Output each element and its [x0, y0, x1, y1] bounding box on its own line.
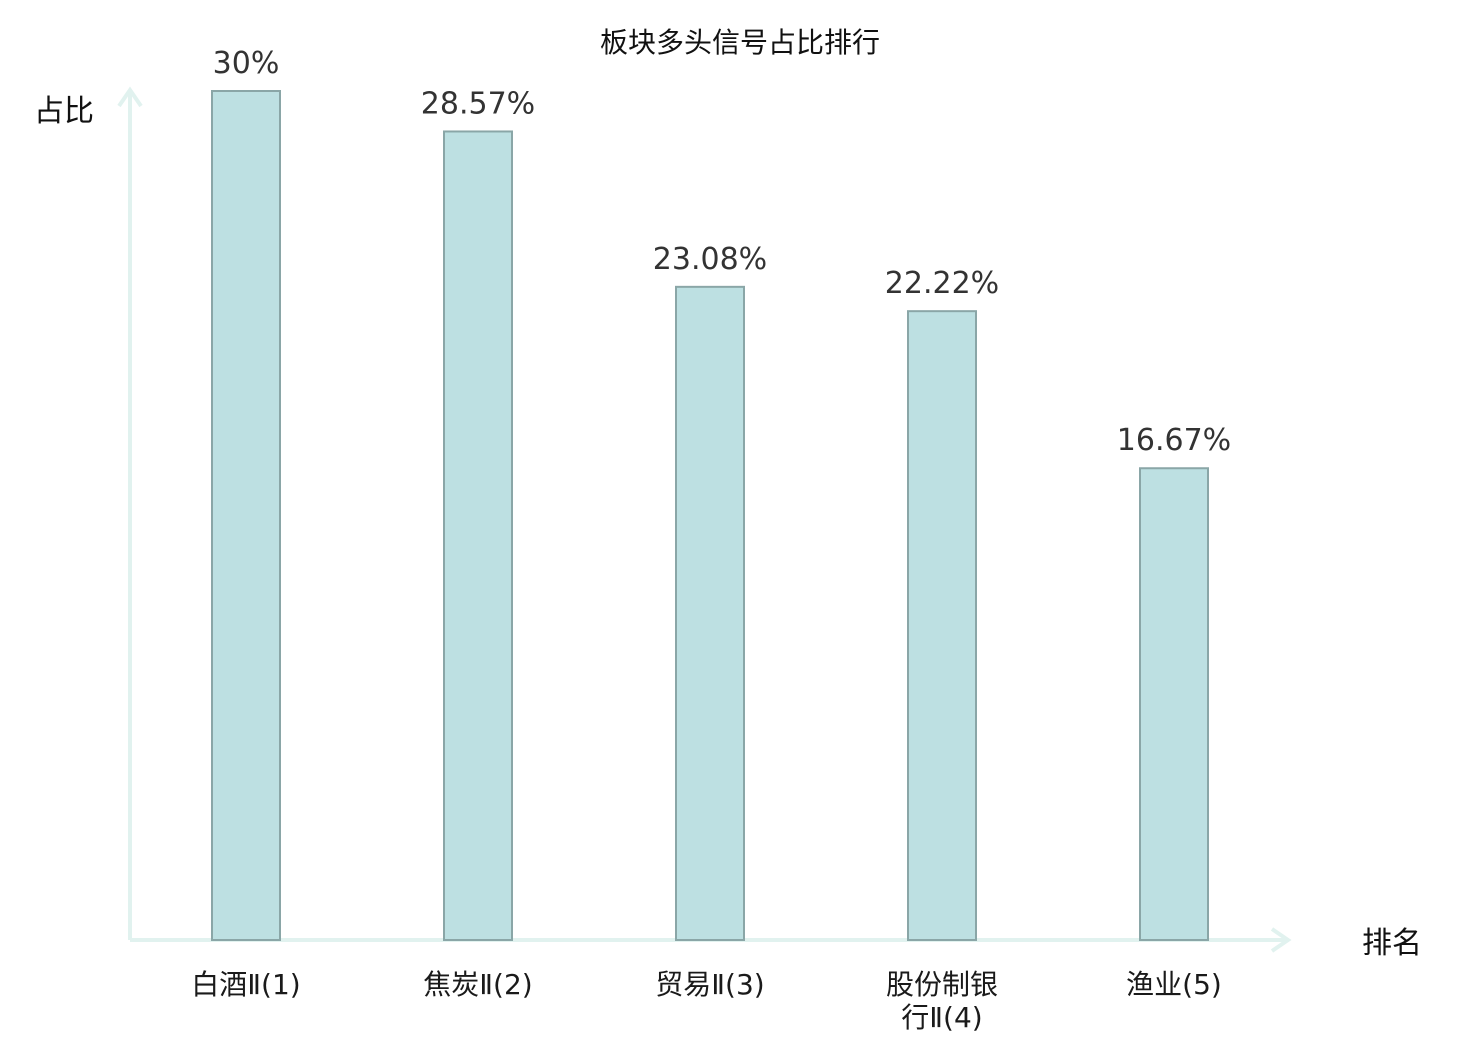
- bar: [675, 285, 745, 941]
- x-tick-label: 焦炭Ⅱ(2): [423, 968, 532, 1001]
- x-tick-label: 白酒Ⅱ(1): [191, 968, 300, 1001]
- x-tick-label: 贸易Ⅱ(3): [655, 968, 764, 1001]
- bars: [211, 90, 1209, 941]
- x-tick-label: 行Ⅱ(4): [901, 1001, 982, 1034]
- bar: [1139, 467, 1209, 941]
- chart-title: 板块多头信号占比排行: [600, 26, 880, 59]
- data-label: 16.67%: [1117, 423, 1231, 458]
- data-label: 28.57%: [421, 86, 535, 121]
- data-label: 30%: [213, 46, 280, 81]
- x-tick-label: 渔业(5): [1126, 968, 1222, 1001]
- value-labels: 30% 28.57% 23.08% 22.22% 16.67%: [213, 46, 1232, 458]
- y-axis: [117, 86, 143, 940]
- bar: [211, 90, 281, 941]
- data-label: 23.08%: [653, 242, 767, 277]
- bar: [443, 130, 513, 941]
- y-axis-title: 占比: [34, 94, 94, 129]
- x-axis-title: 排名: [1362, 926, 1422, 961]
- data-label: 22.22%: [885, 266, 999, 301]
- bar: [907, 310, 977, 941]
- x-tick-label: 股份制银: [886, 968, 998, 1001]
